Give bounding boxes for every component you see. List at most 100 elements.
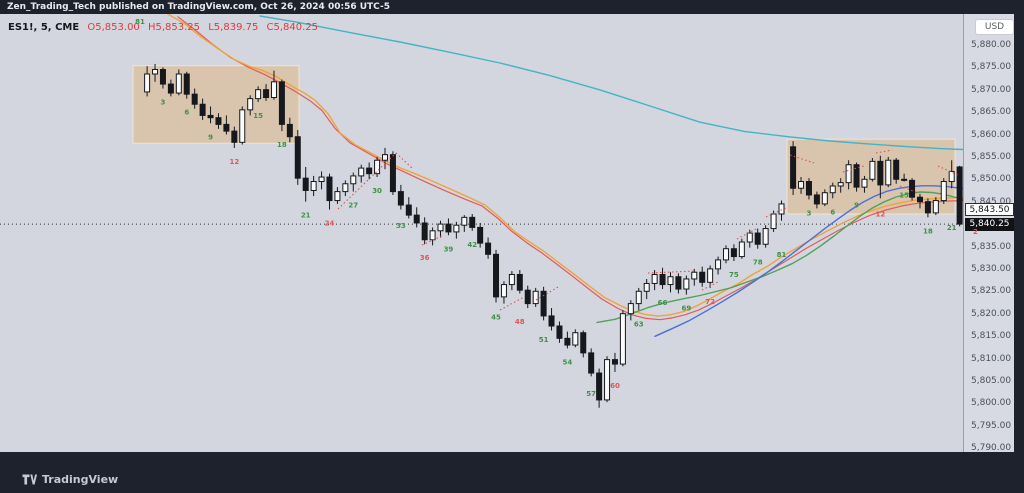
candle-down xyxy=(366,167,373,175)
bar-count-label: 45 xyxy=(491,314,501,322)
candle-up xyxy=(334,191,341,202)
secondary-price-label: 5,843.50 xyxy=(965,203,1014,217)
candle-up xyxy=(885,159,892,186)
tradingview-logo-text: TradingView xyxy=(42,473,119,486)
price-axis-label: 5,880.00 xyxy=(971,40,1012,50)
bar-count-label: 60 xyxy=(610,382,620,390)
candle-up xyxy=(247,98,254,111)
candle-down xyxy=(294,136,301,179)
candle-down xyxy=(730,248,737,258)
bar-count-label: 81 xyxy=(777,251,787,259)
price-axis-label: 5,830.00 xyxy=(971,264,1012,274)
candle-up xyxy=(932,200,939,214)
candle-down xyxy=(909,179,916,198)
bar-count-label: 30 xyxy=(372,187,382,195)
bar-count-label: 12 xyxy=(875,211,885,219)
bar-count-label: 18 xyxy=(277,141,287,149)
candle-down xyxy=(611,359,618,365)
candle-down xyxy=(397,191,404,206)
candle-up xyxy=(746,232,753,243)
candle-up xyxy=(845,164,852,184)
bar-count-label: 15 xyxy=(253,112,263,120)
candle-up xyxy=(691,271,698,280)
bar-count-label: 15 xyxy=(899,192,909,200)
candle-up xyxy=(358,167,365,177)
candle-down xyxy=(813,194,820,205)
price-axis-label: 5,795.00 xyxy=(971,420,1012,431)
price-axis-label: 5,815.00 xyxy=(971,331,1012,342)
candle-up xyxy=(374,159,381,175)
publish-info-text: Zen_Trading_Tech published on TradingVie… xyxy=(7,2,390,12)
candle-down xyxy=(477,226,484,244)
chart-area[interactable]: 3 6 9 12 15 18 21 24 27 30 33 36 39 42 45 48 51 54 57 60 63 6… xyxy=(0,14,1024,480)
bar-count-label: 21 xyxy=(947,224,957,232)
dotted-trend-segment xyxy=(875,149,893,154)
bar-count-label: 6 xyxy=(830,208,835,216)
bar-count-label: 81 xyxy=(135,18,145,26)
candle-up xyxy=(619,313,626,365)
candle-up xyxy=(508,273,515,286)
current-price-label: 5,840.25 xyxy=(965,217,1014,231)
candle-down xyxy=(540,290,547,317)
dotted-trend-segment xyxy=(535,286,559,301)
tradingview-logo[interactable]: TradingView xyxy=(22,473,118,486)
dotted-trend-segment xyxy=(647,270,697,274)
candle-down xyxy=(901,178,908,181)
candle-up xyxy=(770,213,777,230)
candlestick-chart[interactable]: 3691215182124273033363942454851545760636… xyxy=(0,14,963,452)
candle-down xyxy=(302,177,309,191)
candle-down xyxy=(231,130,238,143)
candle-up xyxy=(821,192,828,205)
candle-down xyxy=(548,315,555,327)
candle-down xyxy=(413,214,420,224)
candle-down xyxy=(199,103,206,116)
dotted-trend-segment xyxy=(899,185,919,194)
candle-up xyxy=(683,278,690,290)
tradingview-logo-icon xyxy=(22,474,37,485)
ma-orange xyxy=(167,14,963,317)
ma-red xyxy=(177,16,963,321)
candle-up xyxy=(651,273,658,284)
currency-button[interactable]: USD xyxy=(975,19,1014,35)
candle-down xyxy=(754,232,761,245)
candle-up xyxy=(239,109,246,143)
candle-up xyxy=(152,69,159,75)
candle-down xyxy=(516,273,523,291)
candle-up xyxy=(778,203,785,215)
ohlc-close: C5,840.25 xyxy=(266,22,319,33)
bar-count-label: 75 xyxy=(729,271,739,279)
dotted-trend-segment xyxy=(337,152,397,210)
price-axis[interactable]: USD 5,880.00 5,875.00 5,870.00 5,865.00 5,86… xyxy=(963,14,1015,453)
candle-down xyxy=(207,114,214,119)
candle-down xyxy=(659,273,666,286)
candle-down xyxy=(215,117,222,125)
candle-up xyxy=(175,73,182,94)
candle-up xyxy=(869,160,876,180)
bar-count-label: 36 xyxy=(420,254,430,262)
bar-count-label: 3 xyxy=(807,209,812,217)
price-axis-label: 5,870.00 xyxy=(971,84,1012,95)
candle-down xyxy=(805,181,812,196)
bar-count-label: 69 xyxy=(681,305,691,313)
candle-up xyxy=(144,73,151,93)
price-axis-label: 5,850.00 xyxy=(971,174,1012,185)
price-axis-label: 5,860.00 xyxy=(971,129,1012,140)
candle-up xyxy=(382,154,388,161)
bar-count-label: 21 xyxy=(301,212,311,220)
candle-down xyxy=(493,253,500,298)
candle-down xyxy=(524,289,531,305)
dotted-trend-segment xyxy=(701,280,721,291)
bar-count-label: 66 xyxy=(658,299,668,307)
bar-count-label: 51 xyxy=(539,336,549,344)
candle-down xyxy=(790,146,797,189)
price-axis-label: 5,825.00 xyxy=(971,286,1012,297)
bar-count-label: 9 xyxy=(854,202,859,210)
symbol-legend[interactable]: ES1!, 5, CME O5,853.00 H5,853.25 L5,839.… xyxy=(8,22,318,33)
candle-down xyxy=(445,223,452,233)
candle-down xyxy=(699,271,706,283)
ohlc-low: L5,839.75 xyxy=(208,22,259,33)
bar-count-label: 72 xyxy=(705,298,715,306)
candle-up xyxy=(707,268,714,283)
symbol-title[interactable]: ES1!, 5, CME xyxy=(8,22,80,33)
